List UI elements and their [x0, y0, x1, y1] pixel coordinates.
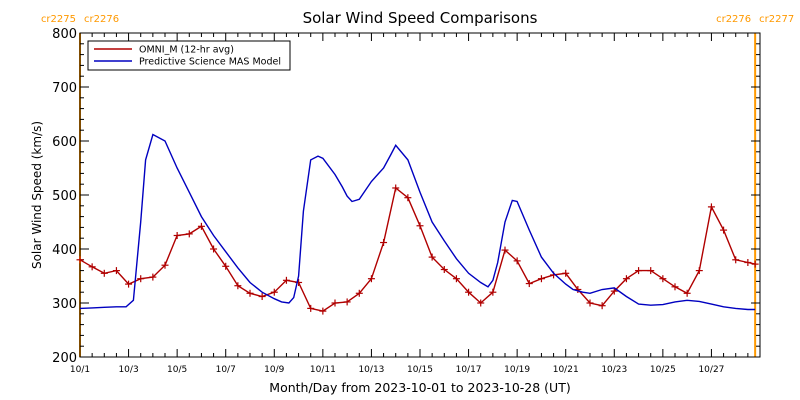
x-tick-label: 10/7	[216, 365, 236, 375]
data-point-marker	[149, 273, 157, 281]
data-point-marker	[622, 275, 630, 283]
data-point-marker	[586, 299, 594, 307]
x-tick-label: 10/5	[167, 365, 187, 375]
legend: OMNI_M (12-hr avg)Predictive Science MAS…	[87, 40, 291, 71]
x-axis-label: Month/Day from 2023-10-01 to 2023-10-28 …	[269, 380, 570, 395]
x-tick-label: 10/9	[264, 365, 284, 375]
data-point-marker	[210, 245, 218, 253]
y-tick-label: 700	[52, 81, 77, 96]
data-point-marker	[744, 259, 752, 266]
data-point-marker	[477, 299, 485, 307]
data-point-marker	[343, 298, 351, 306]
data-point-marker	[185, 230, 193, 238]
x-tick-label: 10/13	[358, 365, 384, 375]
carrington-label-left-0: cr2275	[41, 14, 76, 25]
data-point-marker	[380, 239, 388, 247]
data-point-marker	[671, 283, 679, 291]
data-point-marker	[720, 226, 728, 234]
data-point-marker	[525, 280, 533, 288]
data-point-marker	[659, 275, 667, 283]
data-point-marker	[295, 278, 303, 286]
data-point-marker	[635, 267, 643, 275]
y-tick-label: 400	[52, 243, 77, 258]
axes: 10/1 10/3 10/5 10/7 10/9 10/11 10/13 10/15 10/17…	[52, 27, 761, 375]
data-point-marker	[732, 256, 740, 264]
x-tick-label: 10/15	[407, 365, 433, 375]
data-point-marker	[112, 267, 120, 275]
data-point-marker	[647, 267, 655, 275]
data-point-marker	[428, 253, 436, 261]
data-point-marker	[707, 203, 715, 211]
data-point-marker	[404, 194, 412, 202]
data-point-marker	[537, 275, 545, 283]
x-tick-label: 10/17	[456, 365, 482, 375]
data-point-marker	[137, 275, 145, 283]
y-tick-label: 800	[52, 27, 77, 42]
legend-label-1: Predictive Science MAS Model	[139, 57, 281, 68]
x-tick-label: 10/3	[118, 365, 138, 375]
data-point-marker	[173, 232, 181, 239]
data-point-marker	[489, 288, 497, 296]
x-tick-label: 10/23	[601, 365, 627, 375]
x-tick-label: 10/25	[650, 365, 676, 375]
data-point-marker	[562, 269, 570, 277]
y-tick-label: 600	[52, 135, 77, 150]
x-tick-label: 10/27	[698, 365, 724, 375]
series-line-1	[79, 133, 756, 311]
data-point-marker	[319, 307, 327, 315]
data-point-marker	[88, 263, 96, 271]
data-point-marker	[751, 260, 759, 268]
y-axis-label: Solar Wind Speed (km/s)	[30, 121, 44, 269]
carrington-label-right-1: cr2277	[759, 14, 794, 25]
data-point-marker	[501, 246, 509, 254]
data-point-marker	[246, 289, 254, 297]
data-point-marker	[282, 276, 290, 284]
data-point-marker	[598, 302, 606, 310]
data-point-marker	[610, 287, 618, 295]
x-tick-label: 10/11	[310, 365, 336, 375]
data-point-marker	[392, 184, 400, 192]
data-point-marker	[695, 267, 703, 275]
data-point-marker	[234, 282, 242, 290]
data-point-marker	[513, 257, 521, 265]
x-tick-label: 10/21	[553, 365, 579, 375]
data-point-marker	[270, 288, 278, 296]
data-point-marker	[197, 222, 205, 230]
data-point-marker	[416, 222, 424, 230]
y-tick-label: 200	[52, 351, 77, 366]
data-point-marker	[331, 299, 339, 307]
data-point-marker	[125, 280, 133, 288]
chart-title: Solar Wind Speed Comparisons	[303, 9, 538, 27]
y-tick-label: 500	[52, 189, 77, 204]
legend-label-0: OMNI_M (12-hr avg)	[139, 45, 234, 56]
x-tick-label: 10/1	[70, 365, 90, 375]
x-tick-label: 10/19	[504, 365, 530, 375]
carrington-label-left-1: cr2276	[716, 14, 751, 25]
data-point-marker	[307, 304, 315, 312]
series-lines	[76, 133, 759, 315]
data-point-marker	[440, 266, 448, 274]
data-point-marker	[100, 269, 108, 277]
data-point-marker	[465, 288, 473, 296]
data-point-marker	[258, 293, 266, 301]
carrington-label-right-0: cr2276	[84, 14, 119, 25]
y-tick-label: 300	[52, 297, 77, 312]
data-point-marker	[76, 256, 84, 264]
data-point-marker	[355, 289, 363, 297]
data-point-marker	[161, 261, 169, 269]
data-point-marker	[367, 275, 375, 283]
data-point-marker	[683, 289, 691, 297]
data-point-marker	[222, 262, 230, 270]
data-point-marker	[452, 275, 460, 283]
legend-box	[87, 40, 291, 71]
